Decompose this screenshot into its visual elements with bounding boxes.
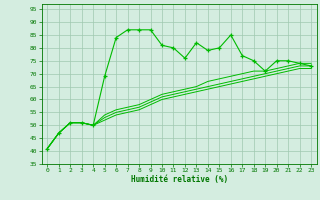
X-axis label: Humidité relative (%): Humidité relative (%) bbox=[131, 175, 228, 184]
